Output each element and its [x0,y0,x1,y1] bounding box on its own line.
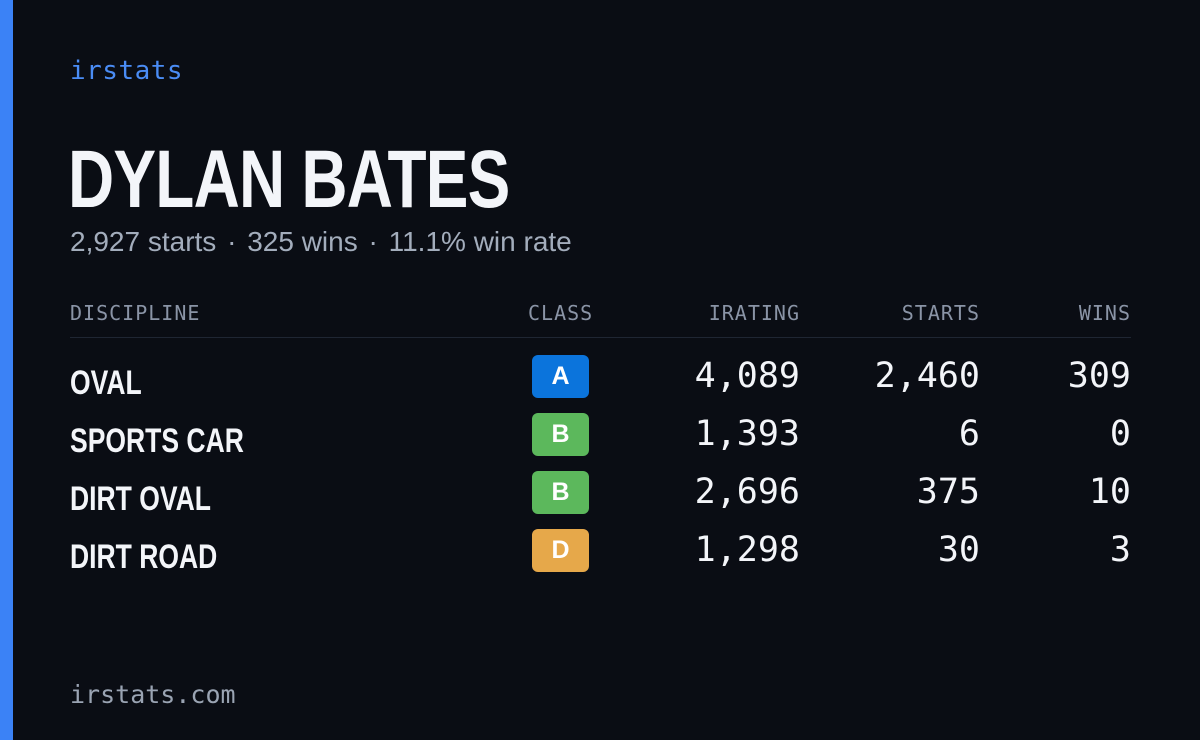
table-header: DISCIPLINE CLASS IRATING STARTS WINS [70,296,1131,338]
table-row: DIRT ROAD D 1,298 30 3 [70,528,1131,586]
starts-value: 375 [916,472,980,512]
summary-separator: · [368,226,378,257]
header-starts: STARTS [901,301,980,325]
irating-value: 4,089 [694,356,800,396]
class-badge: B [532,413,589,456]
irating-value: 1,298 [694,530,800,570]
summary-win-rate: 11.1% win rate [388,226,572,257]
accent-bar [0,0,13,740]
footer-url[interactable]: irstats.com [70,680,236,709]
table-body: OVAL A 4,089 2,460 309 SPORTS CAR B 1,39… [70,338,1131,586]
discipline-name: DIRT ROAD [70,538,218,576]
class-badge: D [532,529,589,572]
summary-wins: 325 wins [247,226,358,257]
header-class: CLASS [528,301,594,325]
header-irating: IRATING [708,301,800,325]
starts-value: 6 [958,414,980,454]
wins-value: 10 [1088,472,1131,512]
discipline-name: DIRT OVAL [70,480,211,518]
class-badge: B [532,471,589,514]
wins-value: 309 [1067,356,1131,396]
starts-value: 2,460 [874,356,980,396]
summary-separator: · [227,226,237,257]
discipline-table: DISCIPLINE CLASS IRATING STARTS WINS OVA… [70,296,1131,586]
player-summary: 2,927 starts · 325 wins · 11.1% win rate [70,226,572,258]
irating-value: 1,393 [694,414,800,454]
discipline-name: SPORTS CAR [70,422,244,460]
header-wins: WINS [1078,301,1131,325]
irating-value: 2,696 [694,472,800,512]
summary-starts: 2,927 starts [70,226,217,257]
discipline-name: OVAL [70,364,142,402]
wins-value: 3 [1109,530,1131,570]
wins-value: 0 [1109,414,1131,454]
player-name: DYLAN BATES [68,134,510,225]
table-row: SPORTS CAR B 1,393 6 0 [70,412,1131,470]
table-row: DIRT OVAL B 2,696 375 10 [70,470,1131,528]
class-badge: A [532,355,589,398]
starts-value: 30 [937,530,980,570]
brand-logo-text[interactable]: irstats [70,56,184,86]
header-discipline: DISCIPLINE [70,301,201,325]
table-row: OVAL A 4,089 2,460 309 [70,354,1131,412]
